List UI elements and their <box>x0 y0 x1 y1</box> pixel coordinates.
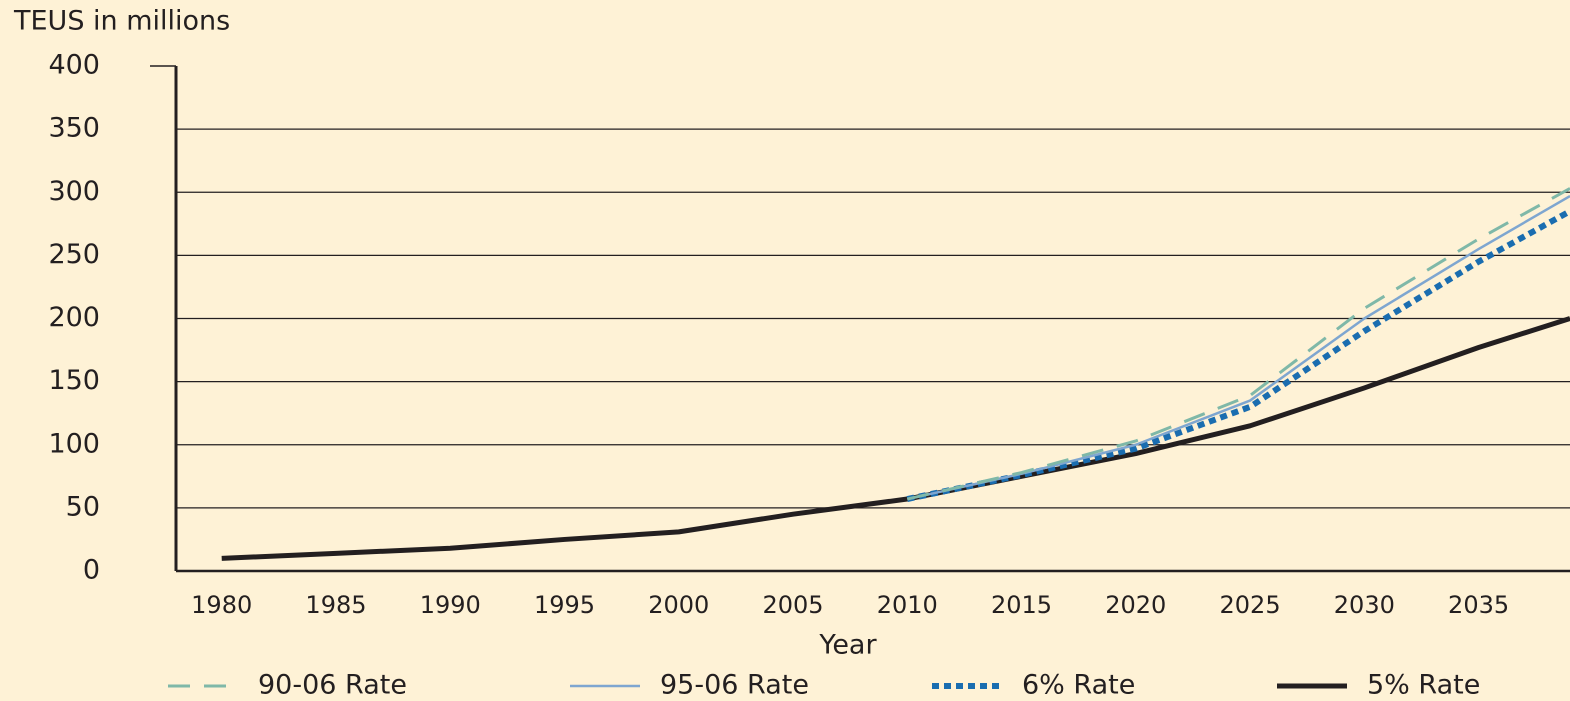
series-line <box>906 187 1570 501</box>
series-line <box>906 208 1570 502</box>
x-tick-label: 2015 <box>991 591 1052 619</box>
x-tick-label: 2020 <box>1105 591 1166 619</box>
y-tick-label: 200 <box>48 302 100 333</box>
x-tick-label: 2035 <box>1448 591 1509 619</box>
y-tick-label: 300 <box>48 176 100 207</box>
y-tick-label: 350 <box>48 113 100 144</box>
x-tick-label: 1995 <box>534 591 595 619</box>
x-tick-label: 2005 <box>762 591 823 619</box>
y-tick-label: 150 <box>48 365 100 396</box>
x-tick-label: 2010 <box>877 591 938 619</box>
legend-label: 6% Rate <box>1022 670 1135 701</box>
legend-label: 90-06 Rate <box>258 670 407 701</box>
x-tick-label: 1985 <box>305 591 366 619</box>
y-tick-label: 250 <box>48 239 100 270</box>
x-tick-label: 2025 <box>1220 591 1281 619</box>
x-axis-label: Year <box>818 630 877 661</box>
x-tick-label: 2000 <box>648 591 709 619</box>
y-tick-label: 50 <box>66 491 100 522</box>
y-axis-label: TEUS in millions <box>13 6 230 37</box>
x-tick-label: 1990 <box>420 591 481 619</box>
x-tick-label: 1980 <box>191 591 252 619</box>
legend-label: 95-06 Rate <box>660 670 809 701</box>
y-tick-label: 100 <box>48 428 100 459</box>
legend-label: 5% Rate <box>1367 670 1480 701</box>
y-tick-label: 400 <box>48 50 100 81</box>
y-tick-label: 0 <box>83 555 100 586</box>
x-tick-label: 2030 <box>1334 591 1395 619</box>
